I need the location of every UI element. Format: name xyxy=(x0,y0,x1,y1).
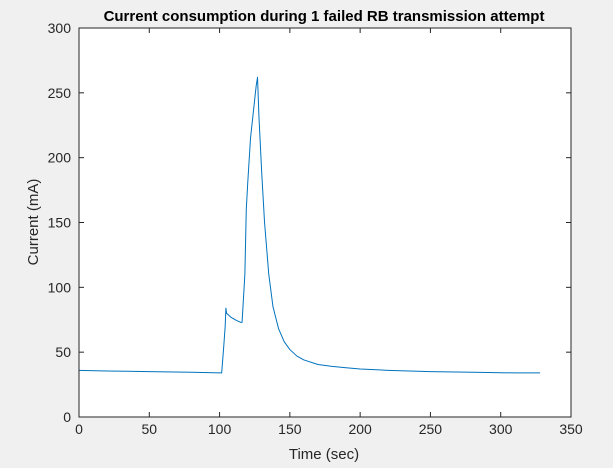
ticks-layer: 0 50 100 150 200 250 300 350 0 50 100 150 200 250 300 xyxy=(48,20,583,437)
plot-area xyxy=(79,28,571,417)
y-tick-label: 250 xyxy=(48,85,72,101)
x-tick-label: 50 xyxy=(141,421,157,437)
x-tick-label: 100 xyxy=(208,421,232,437)
x-tick-label: 350 xyxy=(559,421,583,437)
y-tick-label: 150 xyxy=(48,215,72,231)
x-tick-label: 300 xyxy=(489,421,513,437)
series-layer xyxy=(78,76,541,374)
x-axis-label: Time (sec) xyxy=(289,446,359,463)
y-tick-label: 100 xyxy=(48,279,72,295)
series-line xyxy=(78,76,541,374)
x-tick-label: 150 xyxy=(278,421,302,437)
y-tick-label: 200 xyxy=(48,150,72,166)
y-tick-label: 300 xyxy=(48,20,72,36)
x-tick-label: 0 xyxy=(75,421,83,437)
x-tick-label: 250 xyxy=(419,421,443,437)
y-tick-label: 0 xyxy=(63,409,71,425)
x-tick-label: 200 xyxy=(348,421,372,437)
y-axis-label: Current (mA) xyxy=(25,179,42,266)
y-tick-label: 50 xyxy=(55,344,71,360)
chart-title: Current consumption during 1 failed RB t… xyxy=(104,8,545,25)
